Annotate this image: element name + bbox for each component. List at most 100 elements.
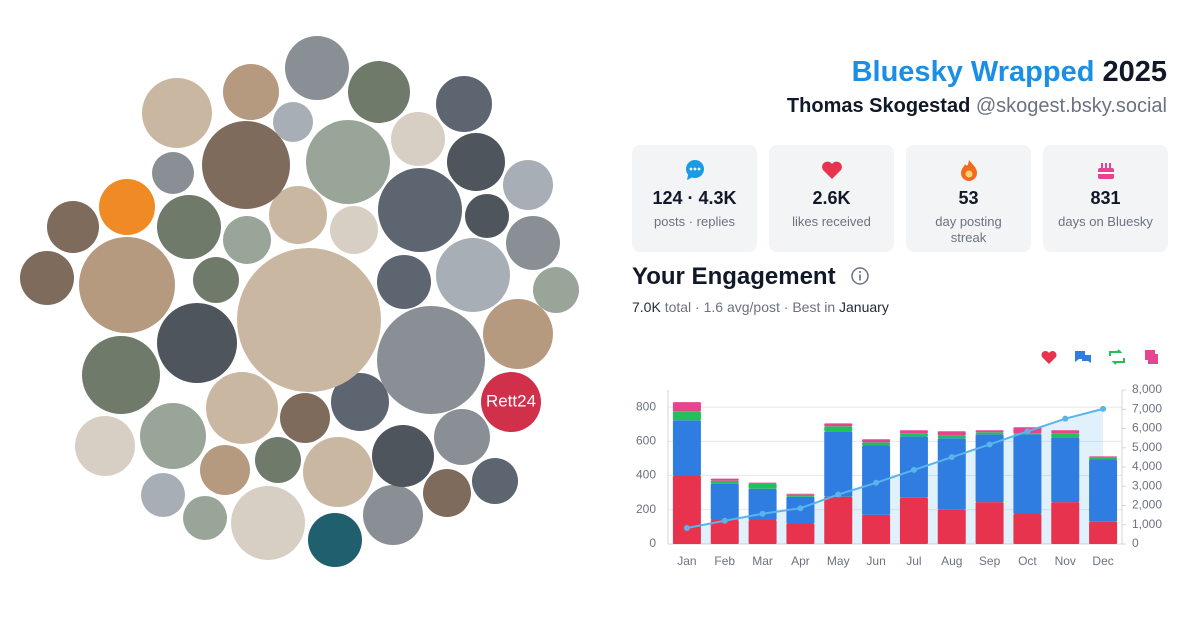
avatar [436, 76, 492, 132]
title-brand: Bluesky Wrapped [851, 56, 1095, 88]
avatar [273, 102, 313, 142]
y-tick-label: 400 [636, 468, 656, 482]
x-tick-label: Oct [1018, 554, 1037, 568]
avatar [75, 416, 135, 476]
line-point [759, 510, 766, 517]
bar-segment [1051, 437, 1080, 503]
avatar [377, 255, 431, 309]
bar-segment [1089, 456, 1118, 458]
y2-tick-label: 7,000 [1132, 401, 1162, 415]
bar-segment [710, 483, 739, 521]
stat-card: 53 day posting streak [906, 145, 1031, 252]
y-tick-label: 0 [649, 536, 656, 550]
y-tick-label: 600 [636, 434, 656, 448]
bar-segment [672, 402, 701, 412]
engagement-chart: 0 200 400 600 800 0 1,000 2,000 3,000 4,000 5,000 6… [636, 349, 1162, 568]
section-title-text: Your Engagement [632, 263, 836, 290]
bar-segment [710, 520, 739, 544]
avatar [306, 120, 390, 204]
y2-tick-label: 6,000 [1132, 421, 1162, 435]
bar-segment [862, 439, 891, 443]
x-tick-label: Aug [941, 554, 962, 568]
bar-segment [710, 478, 739, 481]
y2-tick-label: 1,000 [1132, 517, 1162, 531]
bar-segment [672, 420, 701, 476]
bar-segment [975, 430, 1004, 433]
bar-segment [748, 483, 777, 489]
bar-segment [748, 482, 777, 484]
avatar [483, 299, 553, 369]
line-point [1100, 405, 1107, 412]
avatar [436, 238, 510, 312]
icon [960, 160, 977, 181]
icon [821, 161, 842, 179]
y2-tick-label: 4,000 [1132, 459, 1162, 473]
avatar [391, 112, 445, 166]
logo-text: Rett24 [486, 391, 536, 410]
avatar [202, 121, 290, 209]
x-tick-label: Jul [906, 554, 921, 568]
avatar [152, 152, 194, 194]
info-icon[interactable] [850, 266, 870, 286]
x-tick-label: Mar [752, 554, 773, 568]
bar-segment [824, 426, 853, 432]
user: Thomas Skogestad @skogest.bsky.social [787, 95, 1167, 118]
summary-text: total · 1.6 avg/post · Best in [660, 299, 840, 315]
avatar [46, 315, 82, 351]
y-tick-label: 800 [636, 399, 656, 413]
line-point [721, 517, 728, 524]
bar-segment [672, 411, 701, 421]
x-tick-label: May [827, 554, 850, 568]
avatar [20, 251, 74, 305]
bar-segment [1089, 457, 1118, 460]
avatar [183, 496, 227, 540]
stat-value: 53 [958, 188, 979, 208]
bar-segment [672, 475, 701, 544]
title-year: 2025 [1102, 56, 1167, 88]
avatar [193, 257, 239, 303]
bar-segment [862, 442, 891, 446]
bar-segment [1051, 433, 1080, 438]
x-tick-label: Apr [791, 554, 810, 568]
bar-segment [786, 523, 815, 544]
avatar [47, 201, 99, 253]
y2-tick-label: 5,000 [1132, 440, 1162, 454]
bar-segment [1051, 430, 1080, 434]
avatar [372, 425, 434, 487]
bar-segment [899, 430, 928, 434]
line-point [986, 441, 993, 448]
avatar [79, 237, 175, 333]
line-point [683, 525, 690, 532]
bar-segment [1089, 459, 1118, 522]
bar-segment [937, 431, 966, 436]
avatar [142, 78, 212, 148]
avatar [141, 473, 185, 517]
title: Bluesky Wrapped 2025 [852, 56, 1167, 89]
avatar [331, 373, 389, 431]
line-point [1062, 415, 1069, 422]
avatar [472, 458, 518, 504]
legend-icon [1041, 350, 1057, 364]
avatar [206, 372, 278, 444]
cumulative-line [686, 407, 1104, 530]
avatar [330, 206, 378, 254]
avatar [237, 248, 381, 392]
avatar [200, 445, 250, 495]
bar-segment [1051, 502, 1080, 544]
stat-value: 831 [1090, 188, 1121, 208]
line-point [1024, 428, 1031, 435]
y2-tick-label: 3,000 [1132, 478, 1162, 492]
avatar [140, 403, 206, 469]
avatar [223, 216, 271, 264]
bar-segment [899, 497, 928, 544]
avatar [481, 372, 541, 432]
bar-segment [710, 480, 739, 484]
user-handle: @skogest.bsky.social [975, 95, 1167, 117]
legend-icon [1145, 350, 1158, 364]
avatar [465, 194, 509, 238]
avatar [99, 179, 155, 235]
x-tick-label: Jun [866, 554, 885, 568]
bar-segment [975, 432, 1004, 435]
avatar [285, 36, 349, 100]
